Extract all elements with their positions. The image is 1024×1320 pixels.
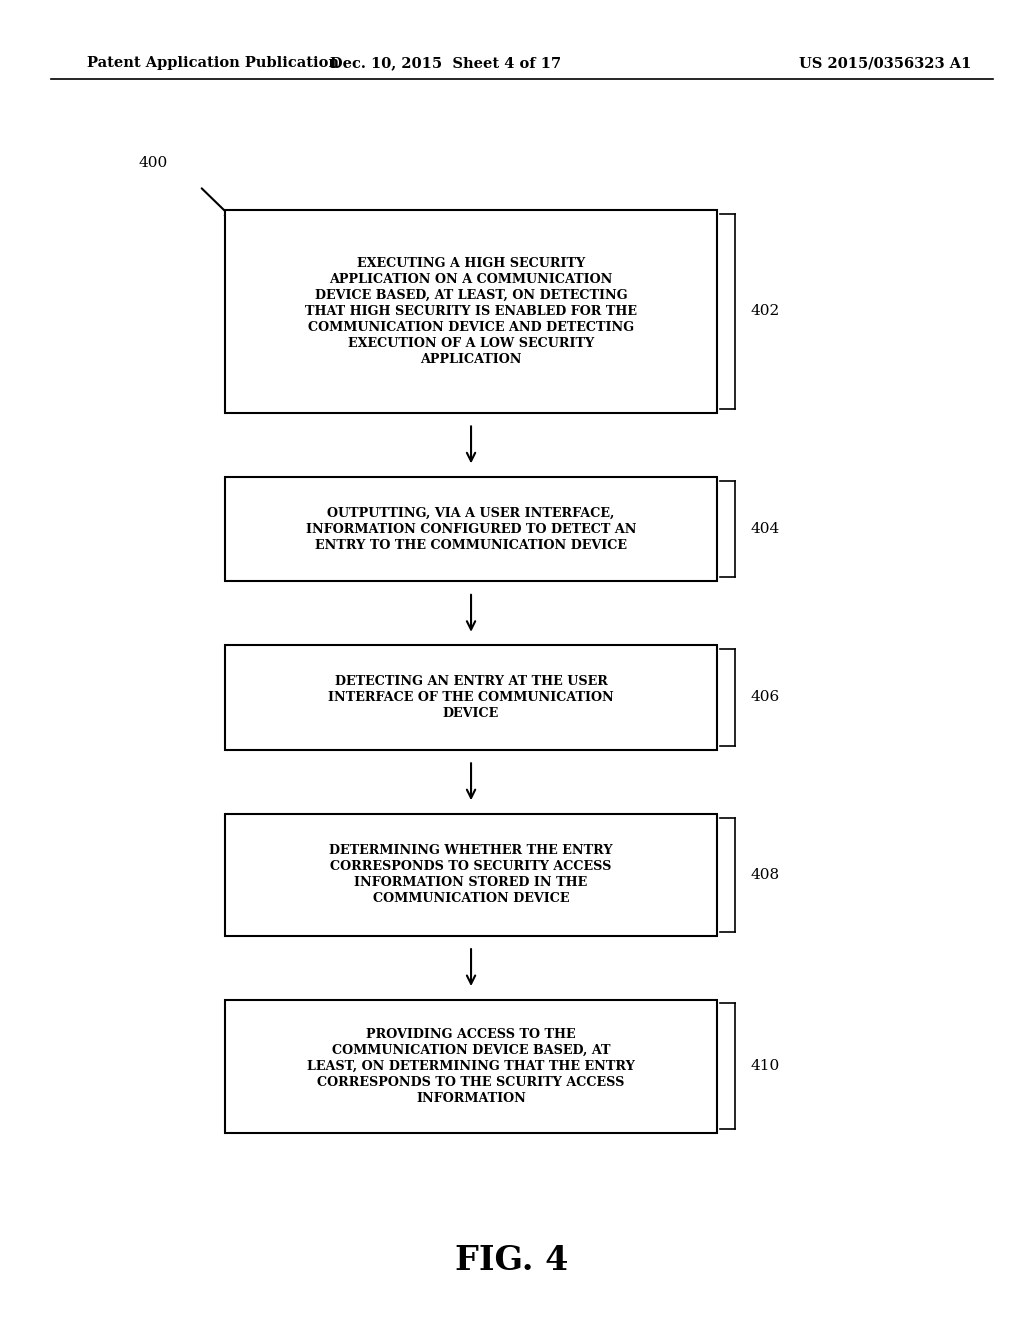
- Bar: [225, 477, 717, 581]
- Text: 404: 404: [751, 521, 780, 536]
- Text: 406: 406: [751, 690, 780, 705]
- Bar: [225, 813, 717, 936]
- Text: PROVIDING ACCESS TO THE
COMMUNICATION DEVICE BASED, AT
LEAST, ON DETERMINING THA: PROVIDING ACCESS TO THE COMMUNICATION DE…: [307, 1028, 635, 1105]
- Bar: [225, 645, 717, 750]
- Text: Patent Application Publication: Patent Application Publication: [87, 57, 339, 70]
- Text: US 2015/0356323 A1: US 2015/0356323 A1: [799, 57, 971, 70]
- Bar: [225, 999, 717, 1133]
- Text: FIG. 4: FIG. 4: [456, 1243, 568, 1278]
- Text: 400: 400: [138, 156, 168, 170]
- Text: EXECUTING A HIGH SECURITY
APPLICATION ON A COMMUNICATION
DEVICE BASED, AT LEAST,: EXECUTING A HIGH SECURITY APPLICATION ON…: [305, 257, 637, 366]
- Text: OUTPUTTING, VIA A USER INTERFACE,
INFORMATION CONFIGURED TO DETECT AN
ENTRY TO T: OUTPUTTING, VIA A USER INTERFACE, INFORM…: [306, 507, 636, 552]
- Text: 410: 410: [751, 1059, 780, 1073]
- Text: Dec. 10, 2015  Sheet 4 of 17: Dec. 10, 2015 Sheet 4 of 17: [330, 57, 561, 70]
- Text: DETERMINING WHETHER THE ENTRY
CORRESPONDS TO SECURITY ACCESS
INFORMATION STORED : DETERMINING WHETHER THE ENTRY CORRESPOND…: [330, 843, 612, 906]
- Text: DETECTING AN ENTRY AT THE USER
INTERFACE OF THE COMMUNICATION
DEVICE: DETECTING AN ENTRY AT THE USER INTERFACE…: [328, 675, 614, 719]
- Text: 408: 408: [751, 867, 779, 882]
- Text: 402: 402: [751, 304, 780, 318]
- Bar: [225, 210, 717, 413]
